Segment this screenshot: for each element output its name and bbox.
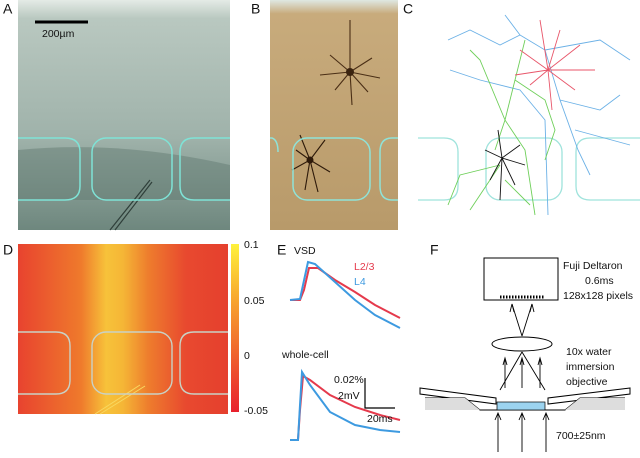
camera-text: Fuji Deltaron: [563, 260, 623, 272]
shape: [319, 20, 381, 106]
colorbar-tick: 0: [244, 350, 250, 362]
shape: [494, 411, 550, 452]
panel-label: E: [277, 242, 286, 258]
dendrite-black: [484, 129, 526, 201]
legend-entry: L2/3: [354, 261, 375, 273]
shape: [499, 303, 546, 391]
illumination-arrows: [494, 411, 550, 452]
dendrite-red: [514, 19, 595, 111]
camera-text: 128x128 pixels: [563, 290, 633, 302]
objective-text: 10x water: [566, 346, 612, 358]
shape: [18, 137, 81, 201]
axon-blue: [447, 14, 631, 216]
objective-text: immersion: [566, 361, 615, 373]
wavelength: 700±25nm: [556, 430, 606, 442]
soma: [346, 68, 354, 76]
shape: [270, 137, 279, 153]
panel-label: F: [430, 242, 439, 258]
legend-entry: L4: [354, 276, 366, 288]
roi-boxes: [18, 331, 228, 395]
shape: [291, 134, 331, 193]
electrode-shadow: [109, 179, 153, 231]
dark-band: [18, 147, 230, 200]
stained-slice: [270, 0, 398, 230]
roi-boxes: [18, 137, 230, 201]
camera-text: 0.6ms: [585, 275, 614, 287]
panel-label: D: [3, 242, 13, 258]
shape: [514, 19, 595, 111]
whole-cell-trace: [290, 368, 401, 441]
shape: [179, 331, 228, 395]
colorbar-tick: 0.1: [244, 239, 259, 251]
scale-label: 2mV: [338, 390, 360, 402]
soma: [306, 156, 314, 164]
shape: [575, 137, 640, 201]
slice-image: [18, 0, 230, 230]
panel-label: B: [251, 1, 260, 17]
electrode-artifact: [94, 384, 146, 415]
shape: [379, 137, 398, 201]
camera: [483, 257, 559, 301]
trace-title: whole-cell: [281, 349, 329, 361]
shape: [18, 331, 71, 395]
colorbar-tick: 0.05: [244, 295, 265, 307]
vsd-trace: [289, 260, 401, 329]
objective-text: objective: [566, 376, 608, 388]
colorbar: [231, 244, 239, 412]
axon-green: [447, 39, 556, 216]
roi-boxes: [418, 137, 640, 201]
trace-title: VSD: [294, 245, 316, 257]
panel-label: A: [3, 1, 13, 17]
neuron-l4: [291, 134, 331, 193]
vsd-trace: [290, 267, 401, 319]
chamber-wall: [425, 398, 625, 410]
neuron-l23: [319, 20, 381, 106]
lens: [491, 336, 553, 352]
slice: [496, 401, 546, 411]
scale-label: 20ms: [367, 413, 393, 425]
shape: [484, 129, 526, 201]
shape: [91, 331, 173, 395]
scale-label: 0.02%: [334, 374, 364, 386]
shape: [504, 360, 541, 388]
shape: [91, 137, 173, 201]
shape: [447, 39, 556, 216]
vsd-heatmap: [18, 244, 228, 414]
scale-bar: [364, 378, 395, 409]
panel-label: C: [403, 1, 413, 17]
shape: [292, 137, 371, 201]
colorbar-tick: -0.05: [244, 405, 268, 417]
shape: [447, 14, 631, 216]
shape: [418, 137, 459, 201]
shape: [502, 303, 543, 366]
shape: [485, 137, 563, 201]
roi-boxes: [270, 137, 398, 201]
scale-label: 200µm: [42, 28, 75, 40]
light-path: [499, 303, 546, 391]
shape: [179, 137, 230, 201]
